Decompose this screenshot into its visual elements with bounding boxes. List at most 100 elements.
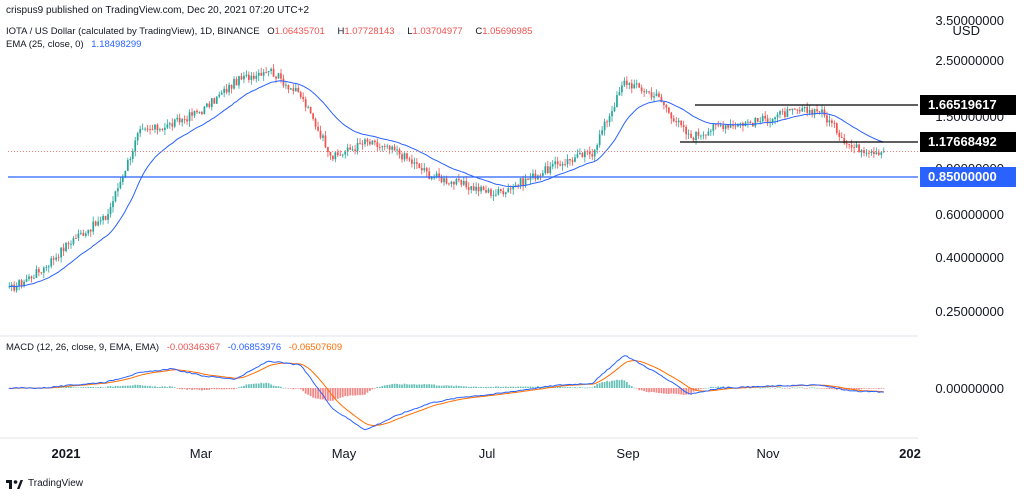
macd-histogram-bar xyxy=(336,388,339,399)
macd-histogram-bar xyxy=(386,384,389,388)
macd-histogram-bar xyxy=(82,387,85,388)
macd-histogram-bar xyxy=(569,387,571,388)
candle-body xyxy=(448,183,450,185)
macd-histogram-bar xyxy=(519,386,522,388)
macd-histogram-bar xyxy=(502,386,505,388)
candle-body xyxy=(786,109,789,117)
candle-body xyxy=(346,147,349,152)
macd-histogram-bar xyxy=(667,388,670,394)
candle-body xyxy=(756,117,759,122)
macd-histogram-bar xyxy=(206,388,208,390)
candle-body xyxy=(497,189,500,195)
candle-body xyxy=(292,88,295,91)
candle-body xyxy=(571,160,574,162)
candle-body xyxy=(10,284,13,287)
candle-body xyxy=(455,178,458,185)
macd-histogram-bar xyxy=(67,386,70,388)
candle-body xyxy=(608,116,611,123)
candle-body xyxy=(114,191,117,202)
macd-histogram-bar xyxy=(383,385,386,388)
macd-histogram-bar xyxy=(798,387,801,389)
x-axis-label: Jul xyxy=(478,446,496,461)
candle-body xyxy=(853,147,855,149)
candle-body xyxy=(77,233,80,239)
macd-histogram-bar xyxy=(351,388,354,396)
candle-body xyxy=(102,215,104,221)
ohlc-high: H1.07728143 xyxy=(337,26,395,37)
macd-histogram-bar xyxy=(504,386,507,388)
macd-histogram-bar xyxy=(485,386,487,388)
candle-body xyxy=(845,143,848,145)
candle-body xyxy=(272,68,275,77)
candle-body xyxy=(628,83,631,85)
candle-body xyxy=(243,75,245,80)
macd-histogram-bar xyxy=(302,388,305,392)
macd-histogram-bar xyxy=(418,384,421,388)
candle-body xyxy=(460,180,463,185)
macd-histogram-bar xyxy=(80,387,82,389)
macd-histogram-bar xyxy=(749,388,752,389)
macd-histogram-bar xyxy=(616,379,618,388)
candle-body xyxy=(99,220,102,222)
candle-body xyxy=(248,74,250,80)
candle-body xyxy=(285,84,287,86)
macd-histogram-bar xyxy=(107,386,109,388)
candle-body xyxy=(695,131,697,141)
candle-body xyxy=(462,180,465,185)
candle-body xyxy=(509,188,512,190)
macd-histogram-bar xyxy=(161,386,164,388)
candle-body xyxy=(129,158,132,160)
candle-body xyxy=(356,142,359,151)
candle-body xyxy=(430,177,433,180)
macd-histogram-bar xyxy=(858,388,860,390)
macd-histogram-bar xyxy=(280,386,282,388)
macd-histogram-bar xyxy=(635,388,638,389)
macd-histogram-bar xyxy=(601,382,604,388)
macd-histogram-bar xyxy=(99,386,102,388)
candle-body xyxy=(732,124,734,126)
candle-body xyxy=(349,147,352,150)
macd-histogram-bar xyxy=(685,388,687,395)
candle-body xyxy=(843,137,846,144)
x-axis-label: 202 xyxy=(899,446,921,461)
macd-histogram-bar xyxy=(517,386,520,388)
macd-histogram-bar xyxy=(625,382,628,388)
macd-histogram-bar xyxy=(89,386,92,388)
candle-body xyxy=(94,221,97,226)
candle-body xyxy=(250,75,253,80)
candle-body xyxy=(18,280,20,287)
candle-body xyxy=(188,112,191,122)
macd-histogram-bar xyxy=(257,383,260,388)
macd-histogram-bar xyxy=(682,388,685,395)
candle-body xyxy=(470,186,473,190)
price-axis-label: 2.50000000 xyxy=(935,53,1004,68)
macd-histogram-bar xyxy=(267,383,270,388)
candle-body xyxy=(354,149,356,151)
candle-body xyxy=(655,93,658,97)
candle-body xyxy=(789,109,791,111)
ema-line xyxy=(9,80,884,288)
candle-body xyxy=(564,164,566,165)
macd-histogram-bar xyxy=(129,385,132,388)
macd-histogram-bar xyxy=(65,386,67,388)
candle-body xyxy=(388,145,391,150)
candle-body xyxy=(119,181,122,189)
macd-histogram-bar xyxy=(877,388,880,389)
macd-histogram-bar xyxy=(319,388,322,400)
macd-histogram-bar xyxy=(576,387,579,389)
candle-body xyxy=(492,195,495,196)
macd-histogram-bar xyxy=(381,386,384,388)
candle-body xyxy=(754,117,757,127)
candle-body xyxy=(665,105,668,108)
candle-body xyxy=(371,140,374,145)
candle-body xyxy=(682,125,685,127)
macd-histogram-bar xyxy=(124,385,127,388)
macd-histogram-bar xyxy=(413,384,416,388)
candle-body xyxy=(640,87,643,92)
candle-body xyxy=(122,177,124,182)
macd-histogram-bar xyxy=(789,388,791,389)
macd-hist-value: -0.00346367 xyxy=(166,342,221,353)
macd-histogram-bar xyxy=(628,384,631,388)
candle-body xyxy=(495,194,497,196)
macd-histogram-bar xyxy=(618,380,621,388)
